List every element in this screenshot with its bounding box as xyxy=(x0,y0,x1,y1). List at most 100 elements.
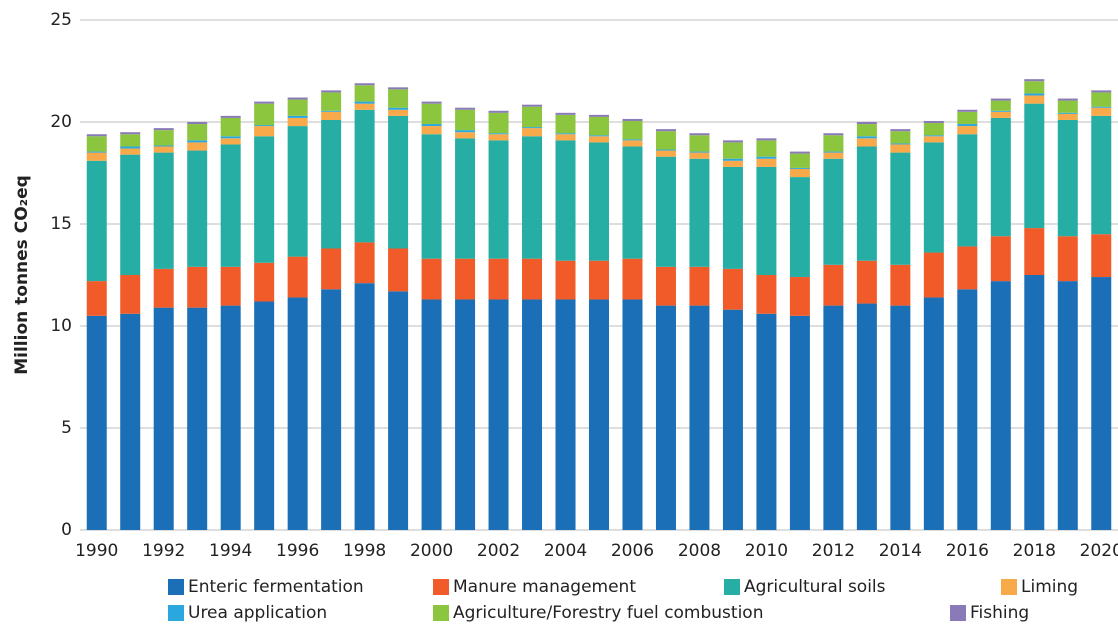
legend-label: Agricultural soils xyxy=(744,577,886,597)
legend-label: Urea application xyxy=(188,603,327,623)
bar-segment xyxy=(220,144,241,267)
bar-segment xyxy=(455,138,476,259)
bar-segment xyxy=(890,131,911,144)
bar-segment xyxy=(254,101,275,104)
bar-segment xyxy=(722,309,743,530)
bar-segment xyxy=(488,133,509,135)
bar-segment xyxy=(254,103,275,126)
bar-segment xyxy=(622,140,643,147)
bar-segment xyxy=(555,134,576,141)
bar-segment xyxy=(1091,92,1112,107)
bar-segment xyxy=(1024,93,1045,96)
bar-segment xyxy=(488,258,509,300)
bar-segment xyxy=(923,135,944,137)
bar-segment xyxy=(722,166,743,269)
bar-segment xyxy=(522,136,543,259)
bar-segment xyxy=(455,130,476,133)
bar-segment xyxy=(722,160,743,167)
bar-segment xyxy=(856,303,877,530)
bar-segment xyxy=(354,283,375,530)
bar-segment xyxy=(756,313,777,530)
bar-segment xyxy=(823,264,844,306)
bar-segment xyxy=(856,138,877,147)
bar-segment xyxy=(321,110,342,112)
bar-segment xyxy=(86,152,107,161)
y-tick-label: 20 xyxy=(50,112,72,132)
bar-segment xyxy=(1057,112,1078,114)
bar-segment xyxy=(354,83,375,86)
legend-swatch xyxy=(724,579,740,595)
bar-segment xyxy=(522,258,543,300)
bar-segment xyxy=(220,138,241,145)
bar-segment xyxy=(722,158,743,161)
bar-segment xyxy=(287,97,308,100)
bar-segment xyxy=(187,122,208,125)
bar-segment xyxy=(120,134,141,147)
bar-segment xyxy=(187,124,208,141)
bar-segment xyxy=(923,252,944,298)
y-tick-label: 25 xyxy=(50,10,72,30)
bar-segment xyxy=(220,117,241,137)
bar-segment xyxy=(522,299,543,530)
legend-swatch xyxy=(433,579,449,595)
bar-segment xyxy=(153,128,174,131)
bar-segment xyxy=(153,268,174,308)
legend-swatch xyxy=(433,605,449,621)
bar-segment xyxy=(388,115,409,249)
bar-segment xyxy=(555,114,576,134)
bar-segment xyxy=(488,110,509,113)
bar-segment xyxy=(589,135,609,137)
bar-segment xyxy=(722,140,743,143)
bar-segment xyxy=(1024,103,1045,229)
bar-segment xyxy=(488,299,509,530)
bar-segment xyxy=(86,160,107,282)
x-tick-label: 1994 xyxy=(209,541,252,561)
bar-segment xyxy=(455,299,476,530)
bar-segment xyxy=(287,297,308,530)
bar-segment xyxy=(287,256,308,298)
bar-segment xyxy=(321,248,342,290)
bar-segment xyxy=(689,266,710,306)
legend-label: Manure management xyxy=(453,577,636,597)
bar-segment xyxy=(1057,281,1078,530)
x-tick-label: 2018 xyxy=(1013,541,1056,561)
bar-segment xyxy=(421,126,442,135)
bar-segment xyxy=(789,177,810,278)
bar-segment xyxy=(890,129,911,132)
y-tick-label: 10 xyxy=(50,316,72,336)
bar-segment xyxy=(1024,81,1045,94)
bar-segment xyxy=(1091,234,1112,278)
bar-segment xyxy=(421,258,442,300)
bar-segment xyxy=(421,103,442,125)
bar-segment xyxy=(622,299,643,530)
bar-segment xyxy=(789,277,810,316)
bar-segment xyxy=(120,313,141,530)
bar-segment xyxy=(555,112,576,115)
bar-segment xyxy=(789,167,810,169)
bar-segment xyxy=(856,124,877,137)
bar-segment xyxy=(321,119,342,249)
bar-segment xyxy=(254,126,275,137)
y-tick-label: 5 xyxy=(61,418,72,438)
bar-segment xyxy=(421,134,442,259)
legend-label: Liming xyxy=(1021,577,1078,597)
bar-segment xyxy=(622,146,643,259)
bar-segment xyxy=(1057,119,1078,237)
bar-segment xyxy=(1091,90,1112,93)
x-tick-label: 1998 xyxy=(343,541,386,561)
bar-segment xyxy=(589,116,609,136)
bar-segment xyxy=(622,118,643,121)
bar-segment xyxy=(254,125,275,127)
bar-segment xyxy=(522,106,543,128)
y-axis-label: Million tonnes CO₂eq xyxy=(12,175,32,375)
bar-segment xyxy=(689,305,710,530)
bar-segment xyxy=(856,122,877,125)
bar-segment xyxy=(722,268,743,310)
bar-segment xyxy=(220,115,241,118)
bar-segment xyxy=(890,305,911,530)
bar-segment xyxy=(756,140,777,157)
bar-segment xyxy=(388,107,409,110)
bar-segment xyxy=(957,289,978,530)
bar-segment xyxy=(522,127,543,129)
bar-segment xyxy=(455,132,476,139)
